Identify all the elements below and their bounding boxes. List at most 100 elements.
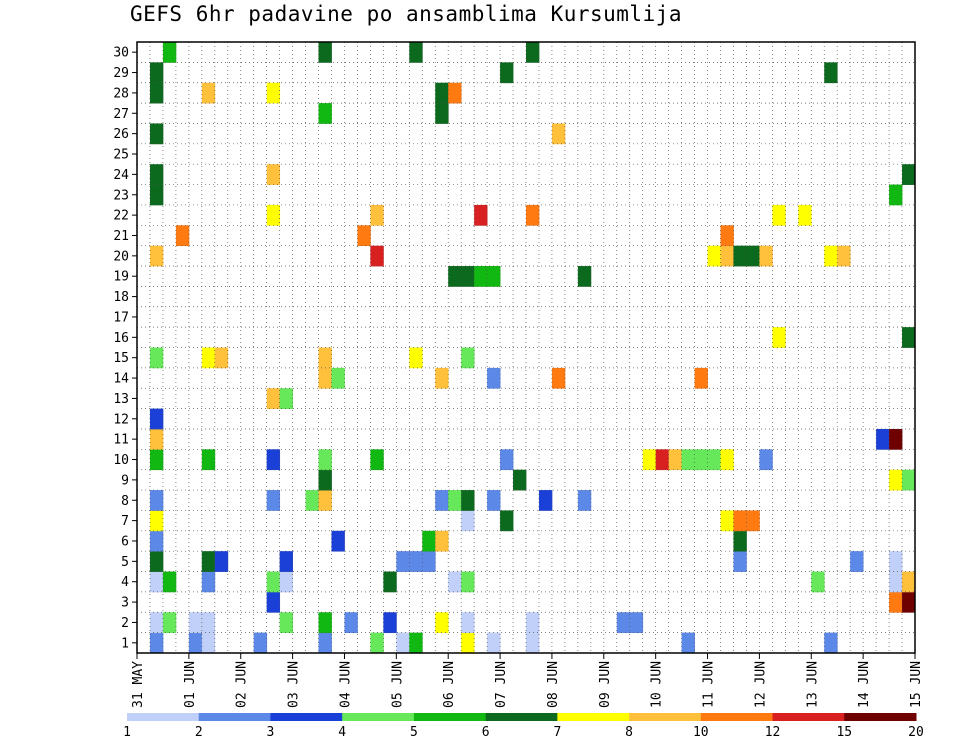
colorbar-swatch: [127, 713, 200, 721]
y-tick-label: 15: [113, 351, 129, 366]
heatmap-cell: [266, 82, 281, 104]
heatmap-cell: [188, 632, 203, 654]
heatmap-cell: [149, 347, 164, 369]
heatmap-cell: [668, 449, 682, 471]
heatmap-cell: [772, 327, 786, 348]
heatmap-cell: [201, 82, 216, 104]
heatmap-cell: [889, 571, 903, 593]
colorbar-label: 8: [625, 725, 633, 740]
colorbar-swatch: [772, 713, 845, 721]
grid-lines: [137, 42, 915, 653]
heatmap-cell: [344, 612, 358, 634]
heatmap-cell: [149, 245, 164, 267]
heatmap-cell: [889, 428, 903, 450]
heatmap-cell: [526, 204, 540, 226]
heatmap-cell: [149, 490, 164, 511]
heatmap-cell: [461, 266, 475, 287]
heatmap-cell: [902, 591, 916, 613]
heatmap-cell: [889, 591, 903, 613]
heatmap-cell: [889, 184, 903, 206]
x-tick-label: 14 JUN: [857, 661, 872, 708]
heatmap-cell: [733, 510, 747, 532]
heatmap-cell: [759, 449, 773, 471]
colorbar-swatch: [844, 713, 917, 721]
heatmap-cell: [435, 103, 449, 124]
heatmap-cell: [305, 490, 319, 511]
y-tick-label: 9: [121, 473, 129, 488]
heatmap-cell: [733, 530, 747, 552]
heatmap-cells: [149, 42, 916, 654]
heatmap-cell: [149, 164, 164, 185]
heatmap-cell: [201, 612, 216, 634]
colorbar-swatch: [629, 713, 702, 721]
x-tick-label: 08 JUN: [546, 661, 561, 708]
heatmap-cell: [577, 266, 592, 287]
x-tick-label: 03 JUN: [287, 661, 302, 708]
heatmap-cell: [383, 612, 397, 634]
chart-title: GEFS 6hr padavine po ansamblima Kursumli…: [130, 2, 683, 26]
heatmap-cell: [538, 490, 553, 511]
x-tick-label: 04 JUN: [338, 661, 353, 708]
colorbar-swatch: [485, 713, 558, 721]
y-tick-label: 23: [113, 188, 129, 203]
y-tick-label: 12: [113, 412, 129, 427]
heatmap-cell: [642, 449, 657, 471]
heatmap-cell: [149, 571, 164, 593]
heatmap-cell: [149, 510, 164, 532]
heatmap-cell: [513, 469, 527, 491]
heatmap-cell: [551, 367, 566, 389]
heatmap-cell: [266, 591, 281, 613]
heatmap-cell: [435, 530, 449, 552]
heatmap-cell: [279, 571, 293, 593]
heatmap-cell: [214, 347, 229, 369]
y-axis-ticks: 1234567891011121314151617181920212223242…: [113, 46, 137, 651]
heatmap-cell: [162, 612, 177, 634]
heatmap-cell: [318, 42, 332, 63]
heatmap-cell: [526, 632, 540, 654]
heatmap-cell: [824, 245, 838, 267]
heatmap-cell: [318, 612, 332, 634]
heatmap-cell: [149, 551, 164, 572]
colorbar-swatch: [700, 713, 774, 721]
heatmap-cell: [629, 612, 644, 634]
heatmap-cell: [487, 632, 501, 654]
y-tick-label: 26: [113, 127, 129, 142]
colorbar-label: 2: [195, 725, 203, 740]
y-tick-label: 2: [121, 616, 129, 631]
heatmap-cell: [370, 204, 384, 226]
y-tick-label: 20: [113, 249, 129, 264]
heatmap-cell: [318, 367, 332, 389]
heatmap-cell: [772, 204, 786, 226]
heatmap-cell: [409, 42, 423, 63]
x-tick-label: 12 JUN: [753, 661, 768, 708]
heatmap-cell: [149, 449, 164, 471]
heatmap-cell: [266, 449, 281, 471]
x-tick-label: 06 JUN: [442, 661, 457, 708]
heatmap-cell: [318, 449, 332, 471]
heatmap-cell: [318, 490, 332, 511]
heatmap-cell: [266, 388, 281, 409]
heatmap-cell: [694, 449, 708, 471]
heatmap-cell: [616, 612, 631, 634]
heatmap-cell: [318, 347, 332, 369]
y-tick-label: 5: [121, 555, 129, 570]
colorbar-label: 5: [410, 725, 418, 740]
heatmap-cell: [149, 530, 164, 552]
heatmap-cell: [655, 449, 670, 471]
heatmap-cell: [681, 449, 695, 471]
heatmap-cell: [889, 551, 903, 572]
heatmap-cell: [435, 82, 449, 104]
heatmap-cell: [746, 245, 760, 267]
y-tick-label: 11: [113, 433, 129, 448]
heatmap-cell: [201, 632, 216, 654]
y-tick-label: 30: [113, 46, 129, 61]
heatmap-cell: [331, 530, 345, 552]
heatmap-cell: [577, 490, 592, 511]
heatmap-cell: [279, 551, 293, 572]
heatmap-cell: [720, 245, 734, 267]
heatmap-cell: [162, 42, 177, 63]
y-tick-label: 22: [113, 209, 129, 224]
x-tick-label: 05 JUN: [390, 661, 405, 708]
heatmap-cell: [201, 449, 216, 471]
heatmap-cell: [759, 245, 773, 267]
